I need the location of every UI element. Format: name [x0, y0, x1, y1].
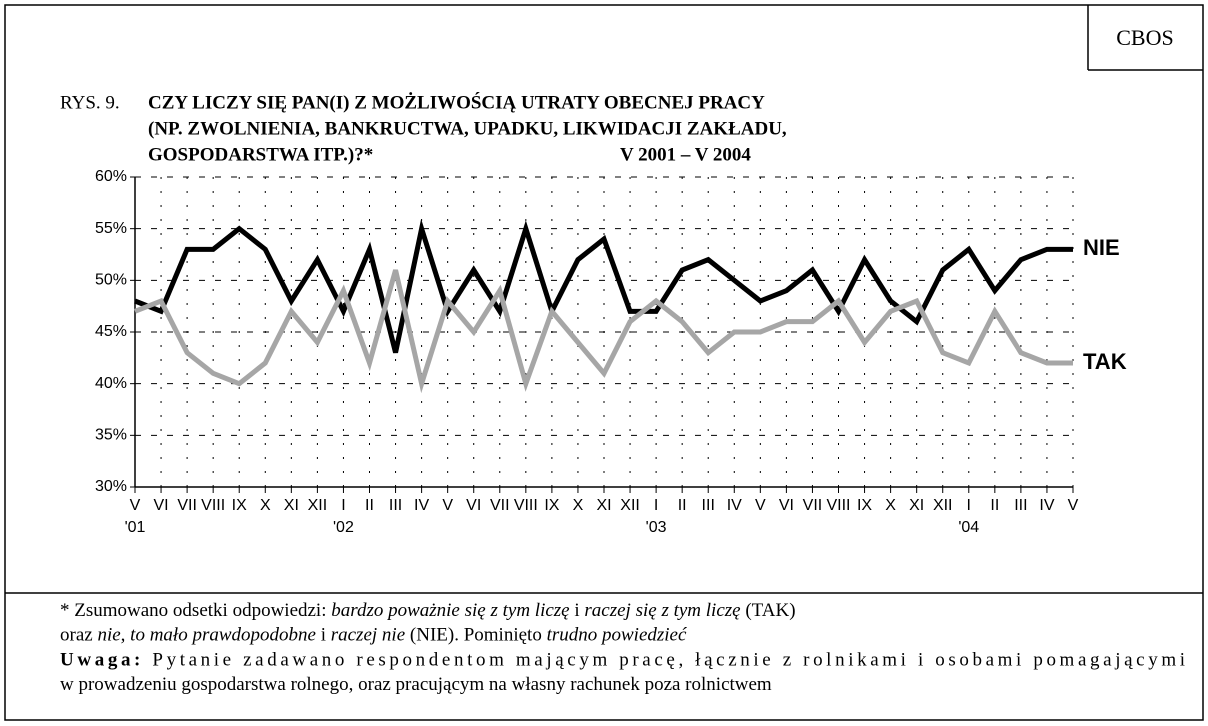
footnote-text: trudno powiedzieć	[547, 625, 687, 646]
x-tick-label: IX	[232, 497, 247, 514]
x-tick-label: XI	[284, 497, 299, 514]
footnote-line: Uwaga: Pytanie zadawano respondentom maj…	[60, 650, 1185, 671]
x-tick-label: VII	[177, 497, 197, 514]
footnote-text: i	[316, 625, 331, 646]
series-line	[134, 269, 1073, 394]
x-tick-label: IV	[1039, 497, 1054, 514]
footnote: * Zsumowano odsetki odpowiedzi: bardzo p…	[60, 600, 1185, 695]
x-tick-label: VI	[466, 497, 481, 514]
footnote-text: (TAK)	[741, 600, 796, 621]
x-tick-label: VIII	[201, 497, 225, 514]
x-tick-label: X	[885, 497, 896, 514]
footnote-text: nie, to mało prawdopodobne	[97, 625, 316, 646]
footnote-text: raczej się z tym liczę	[584, 600, 740, 621]
x-tick-label: IV	[727, 497, 742, 514]
y-tick-label: 50%	[95, 272, 127, 289]
x-tick-label: IV	[414, 497, 429, 514]
x-tick-label: II	[678, 497, 687, 514]
x-tick-label: X	[573, 497, 584, 514]
x-tick-label: IX	[857, 497, 872, 514]
x-tick-label: V	[442, 497, 453, 514]
x-tick-label: V	[755, 497, 766, 514]
frame	[4, 4, 1204, 721]
series-label: TAK	[1083, 349, 1127, 374]
year-label: '02	[333, 519, 354, 536]
x-tick-label: VI	[779, 497, 794, 514]
footnote-text: Uwaga:	[60, 650, 140, 671]
x-tick-label: VII	[490, 497, 510, 514]
x-tick-label: IX	[544, 497, 559, 514]
series-label: NIE	[1083, 235, 1120, 260]
x-tick-label: II	[990, 497, 999, 514]
y-tick-label: 45%	[95, 323, 127, 340]
y-tick-label: 35%	[95, 427, 127, 444]
year-label: '03	[646, 519, 667, 536]
chart-title: GOSPODARSTWA ITP.)?*	[148, 144, 373, 165]
x-tick-label: XII	[933, 497, 953, 514]
x-tick-label: I	[341, 497, 345, 514]
figure-label: RYS. 9.	[60, 92, 120, 113]
x-tick-label: VI	[153, 497, 168, 514]
footnote-text: Pytanie zadawano respondentom mającym pr…	[144, 650, 1185, 671]
footnote-line: w prowadzeniu gospodarstwa rolnego, oraz…	[60, 674, 772, 695]
y-tick-label: 55%	[95, 220, 127, 237]
period: V 2001 – V 2004	[620, 144, 751, 165]
footnote-text: i	[570, 600, 585, 621]
x-tick-label: I	[967, 497, 971, 514]
footnote-line: * Zsumowano odsetki odpowiedzi: bardzo p…	[60, 600, 796, 621]
footnote-text: raczej nie	[331, 625, 405, 646]
footnote-text: * Zsumowano odsetki odpowiedzi:	[60, 600, 331, 621]
y-tick-label: 30%	[95, 478, 127, 495]
chart-title: CZY LICZY SIĘ PAN(I) Z MOŻLIWOŚCIĄ UTRAT…	[148, 91, 765, 113]
x-tick-label: III	[389, 497, 402, 514]
x-tick-label: XII	[620, 497, 640, 514]
year-label: '04	[958, 519, 979, 536]
x-tick-label: X	[260, 497, 271, 514]
footnote-text: bardzo poważnie się z tym liczę	[331, 600, 569, 621]
x-tick-label: I	[654, 497, 658, 514]
series-line	[134, 218, 1073, 354]
y-tick-label: 40%	[95, 375, 127, 392]
x-tick-label: III	[702, 497, 715, 514]
chart-title: (NP. ZWOLNIENIA, BANKRUCTWA, UPADKU, LIK…	[148, 118, 787, 139]
footnote-text: w prowadzeniu gospodarstwa rolnego, oraz…	[60, 674, 772, 695]
x-tick-label: V	[1068, 497, 1079, 514]
x-tick-label: II	[365, 497, 374, 514]
x-tick-label: XII	[308, 497, 328, 514]
y-tick-label: 60%	[95, 168, 127, 185]
x-tick-label: V	[130, 497, 141, 514]
x-tick-label: XI	[909, 497, 924, 514]
footnote-text: (NIE). Pominięto	[405, 625, 546, 646]
x-tick-label: XI	[596, 497, 611, 514]
year-label: '01	[125, 519, 146, 536]
footnote-text: oraz	[60, 625, 97, 646]
x-tick-label: VIII	[826, 497, 850, 514]
x-tick-label: VIII	[514, 497, 538, 514]
footnote-line: oraz nie, to mało prawdopodobne i raczej…	[60, 625, 687, 646]
source: CBOS	[1116, 25, 1173, 50]
x-tick-label: VII	[803, 497, 823, 514]
x-tick-label: III	[1014, 497, 1027, 514]
